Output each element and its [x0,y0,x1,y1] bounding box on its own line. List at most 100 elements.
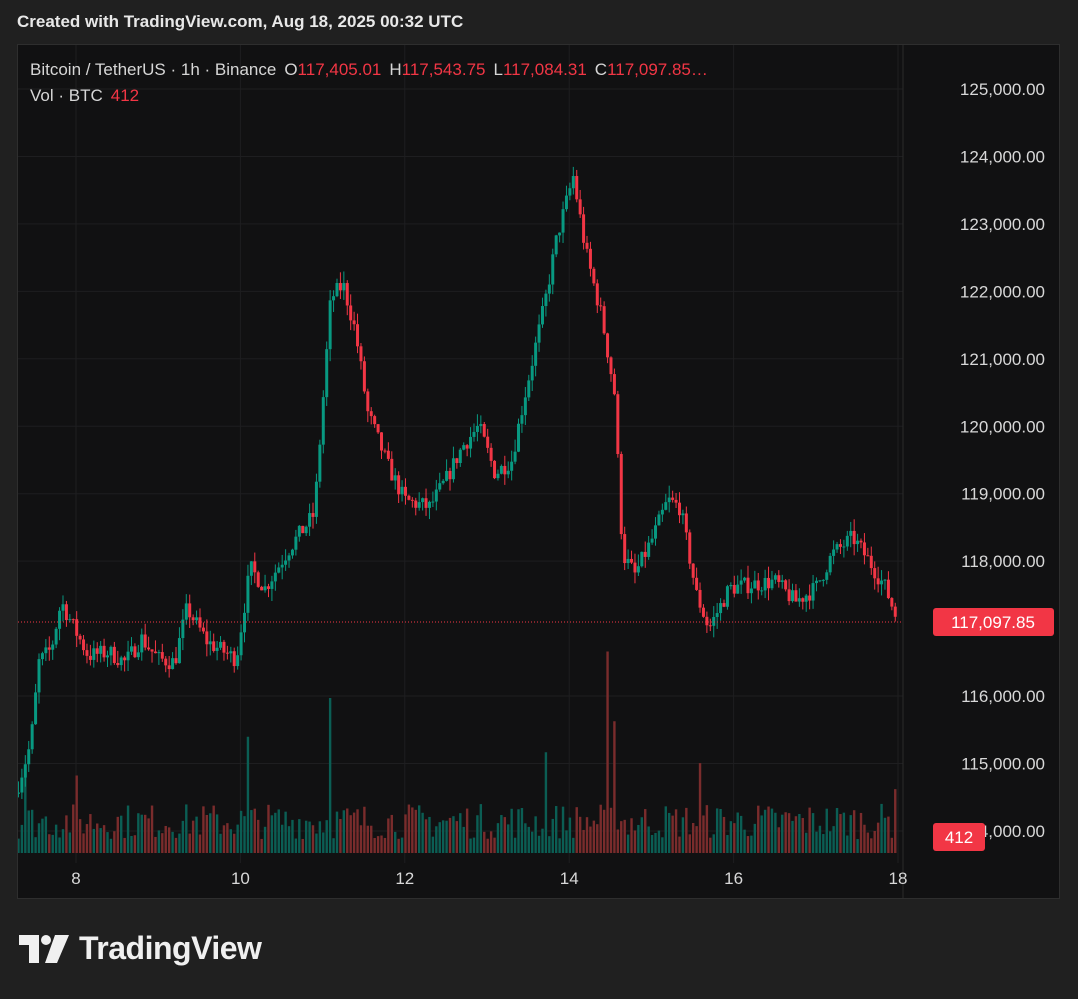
volume-bar [736,812,739,853]
tradingview-logo[interactable]: TradingView [19,930,262,967]
candle-body [763,577,767,591]
candle-body [143,634,147,648]
legend: Bitcoin / TetherUS · 1h · Binance O117,40… [30,60,708,106]
volume-bar [428,816,431,853]
symbol-label[interactable]: Bitcoin / TetherUS · 1h · Binance [30,60,277,79]
candle-body [126,651,130,661]
brand-name: TradingView [79,930,262,966]
candle-body [215,647,219,651]
volume-bar [222,825,226,853]
candle-body [517,423,521,452]
last-price-tag [933,608,1054,636]
candle-body [116,662,120,666]
volume-bar [157,830,161,853]
volume-bar [757,805,760,853]
volume-bar [44,816,48,853]
candle-body [417,502,421,508]
candle-body [400,486,404,495]
candle-body [318,444,322,482]
volume-bar [513,837,517,853]
candle-body [585,242,589,249]
candle-body [208,641,212,645]
volume-bar [863,824,866,853]
candle-body [157,652,161,654]
candle-body [856,540,860,545]
volume-bar [733,823,736,853]
volume-bar [373,837,376,853]
candle-body [465,445,469,449]
volume-bar [746,836,750,853]
x-tick-label: 8 [71,869,80,888]
volume-bar [626,834,630,853]
candle-body [832,549,836,556]
candle-body [767,577,771,589]
volume-bar [209,813,212,853]
volume-label[interactable]: Vol · BTC [30,86,103,105]
candle-body [719,603,723,614]
volume-bar [284,811,287,853]
candle-body [23,764,27,778]
candle-body [510,461,514,471]
candle-body [732,584,736,594]
high-value: 117,543.75 [401,60,486,79]
candle-body [129,646,133,652]
candle-body [225,652,229,654]
volume-bar [253,808,256,853]
candlestick-chart[interactable]: 125,000.00 124,000.00 123,000.00 122,000.00… [18,45,1060,899]
candle-body [106,655,110,658]
candle-body [506,470,510,475]
candle-body [664,502,668,510]
candle-body [280,564,284,568]
volume-bar [599,804,602,853]
candle-body [64,604,68,621]
open-label: O [284,60,298,79]
candle-body [311,513,315,517]
candle-body [314,481,318,517]
candle-body [30,724,34,750]
volume-bar [551,818,554,853]
volume-bar [664,806,667,853]
candle-body [232,651,236,667]
candle-body [595,283,599,306]
candle-body [109,646,113,656]
volume-bar [702,815,705,853]
candle-body [551,254,555,285]
volume-bar [712,834,715,853]
candle-body [712,617,716,626]
volume-bar [311,825,315,853]
candle-body [708,625,712,627]
volume-bar [250,810,253,853]
candle-body [441,480,445,484]
candle-body [184,603,188,620]
volume-bar [852,810,856,853]
chart-panel[interactable]: 125,000.00 124,000.00 123,000.00 122,000.00… [17,44,1060,899]
volume-bar [479,804,483,853]
volume-bar [644,809,647,853]
candle-body [397,475,401,495]
volume-bar [493,837,496,853]
volume-bar [424,819,428,853]
volume-bar [842,812,846,853]
volume-bar [137,813,140,853]
candle-body [270,581,274,589]
volume-bar [58,837,61,853]
volume-bar [185,804,188,853]
candle-body [852,530,856,545]
volume-bar [164,825,167,853]
candle-body [626,558,630,564]
volume-bar [561,806,565,853]
candle-body [407,495,411,500]
candle-body [684,513,688,533]
volume-bar [496,823,500,853]
volume-bar [671,815,674,853]
candle-body [369,411,373,417]
y-tick-label: 118,000.00 [961,552,1045,571]
candle-body [674,499,678,503]
volume-bar [459,813,462,853]
candle-body [390,458,394,481]
candle-body [582,214,586,243]
candle-body [410,499,414,501]
volume-bar [174,837,178,853]
candle-body [451,458,455,480]
volume-bar [544,752,548,853]
